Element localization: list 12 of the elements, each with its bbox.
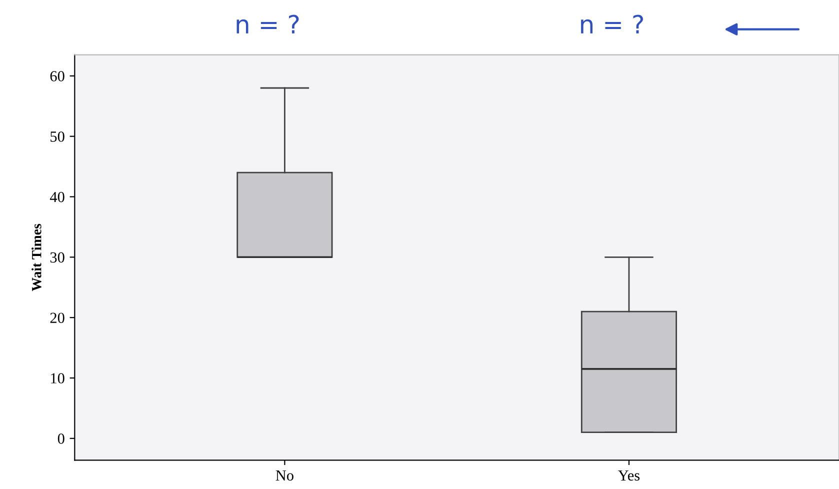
y-tick-label: 40 [50,192,64,202]
y-tick-label: 10 [51,373,64,384]
y-tick-label: 30 [50,252,64,263]
y-axis-title: Wait Times [32,224,42,292]
text: n = ? [581,14,643,34]
text: n = ? [236,14,299,34]
y-tick-label: 50 [50,131,64,142]
x-tick-label: No [276,470,294,481]
x-tick-label: Yes [618,470,640,481]
y-tick-label: 60 [50,71,64,82]
y-tick-label: 20 [50,312,64,324]
y-tick-label: 0 [58,434,64,444]
